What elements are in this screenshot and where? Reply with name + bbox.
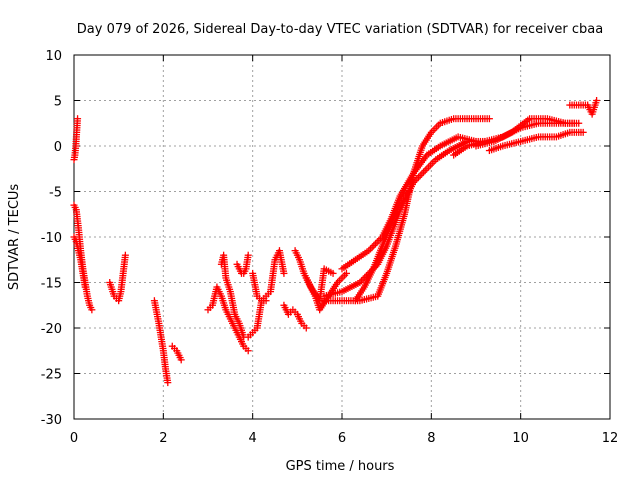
series-end [566,97,601,118]
series-hour5-top [291,247,337,305]
x-tick-label: 12 [602,431,619,446]
data-point [356,279,364,286]
tick-layer [73,54,611,420]
data-point [262,297,270,305]
data-point [342,269,350,277]
x-tick-label: 10 [512,431,529,446]
data-point [74,115,82,123]
data-point [329,269,337,277]
data-point [485,115,493,123]
series-evening-3 [450,119,578,159]
y-tick-label: -15 [41,277,62,292]
x-tick-label: 2 [159,431,167,446]
data-point [81,283,89,291]
x-tick-label: 4 [249,431,257,446]
chart-title: Day 079 of 2026, Sidereal Day-to-day VTE… [77,22,603,37]
series-hour3-top [217,251,248,341]
y-axis-label: SDTVAR / TECUs [7,184,22,291]
series-hour3-spikes [233,251,252,277]
data-point [579,128,587,136]
y-tick-label: 0 [54,140,62,155]
y-tick-label: -5 [49,186,62,201]
x-tick-label: 6 [338,431,346,446]
y-tick-label: -25 [41,368,62,383]
series-main-rise-4 [351,188,413,305]
series-hour4-b [249,269,270,305]
y-tick-label: -20 [41,322,62,337]
series-main-rise-1 [316,115,493,305]
data-point [244,251,252,259]
data-point [177,356,185,364]
data-point [593,97,601,104]
y-tick-label: 10 [45,49,62,64]
data-point [121,251,129,259]
series-hour1 [106,251,129,305]
x-tick-label: 8 [427,431,435,446]
data-point [244,347,252,355]
series-early-spike [70,115,82,164]
y-tick-label: -30 [41,413,62,428]
x-tick-label: 0 [70,431,78,446]
y-tick-label: 5 [54,95,62,110]
series-evening-2 [485,128,587,155]
series-hour5-left [280,301,310,332]
points-layer [70,97,601,387]
data-point [302,324,310,332]
tick-label-layer: 0 2 4 6 8 10 12 -30 -25 -20 -15 -10 -5 0 5 10 [41,49,619,446]
series-hour2-b [168,342,185,364]
data-point [280,269,288,277]
data-point [164,379,172,387]
y-tick-label: -10 [41,231,62,246]
series-hour2-dip [150,297,172,387]
data-point [570,119,578,127]
data-point [405,188,413,195]
grid-layer [74,55,610,419]
series-early-decline-b [70,233,89,291]
data-point [88,306,96,314]
x-axis-label: GPS time / hours [286,459,395,474]
